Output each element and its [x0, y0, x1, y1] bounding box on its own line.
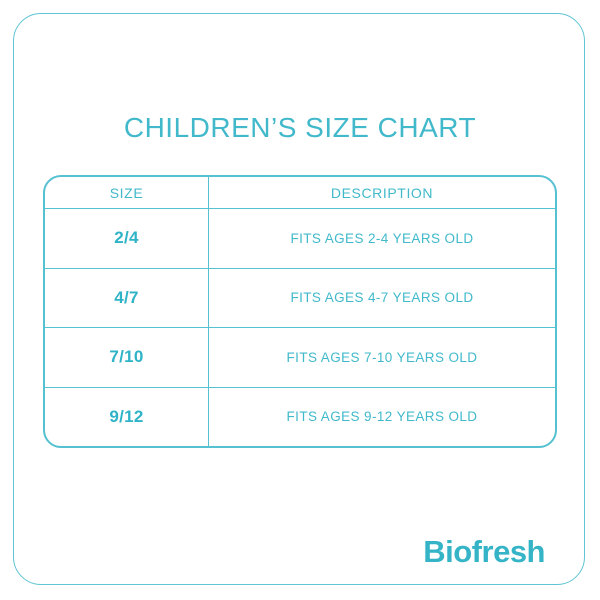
size-cell: 9/12 — [45, 386, 209, 446]
description-cell: FITS AGES 7-10 YEARS OLD — [209, 327, 555, 387]
size-cell: 2/4 — [45, 208, 209, 268]
column-header-description: DESCRIPTION — [330, 184, 434, 201]
size-cell: 7/10 — [45, 327, 209, 387]
size-cell: 4/7 — [45, 267, 209, 327]
page-title: CHILDREN’S SIZE CHART — [123, 112, 477, 143]
brand-logo: Biofresh — [423, 534, 545, 569]
column-header-size: SIZE — [45, 177, 209, 208]
description-cell: FITS AGES 4-7 YEARS OLD — [209, 267, 555, 328]
size-chart-table: SIZE DESCRIPTION 2/4 FITS AGES 2-4 YEARS… — [43, 175, 557, 448]
page-border — [13, 13, 585, 585]
description-cell: FITS AGES 2-4 YEARS OLD — [209, 208, 555, 268]
description-cell: FITS AGES 9-12 YEARS OLD — [209, 386, 555, 447]
